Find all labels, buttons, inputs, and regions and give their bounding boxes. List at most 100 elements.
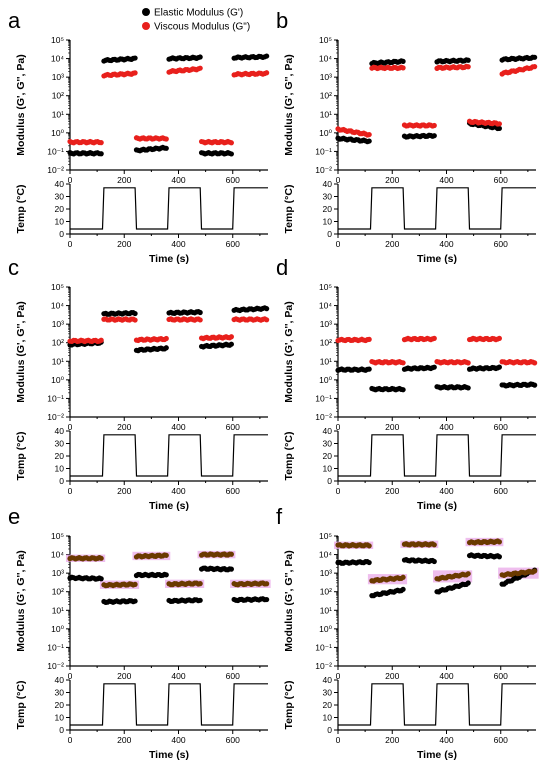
x-axis-title: Time (s): [149, 253, 189, 265]
modulus-x-tick-label: 600: [494, 671, 508, 681]
viscous-point: [431, 122, 437, 129]
modulus-x-tick-label: 200: [117, 671, 131, 681]
elastic-point: [228, 151, 234, 157]
viscous-point: [532, 568, 538, 574]
temp-y-tick-label: 30: [55, 688, 65, 698]
modulus-y-tick-label: 10³: [320, 319, 332, 329]
viscous-point: [197, 580, 203, 587]
temp-y-tick-label: 30: [323, 439, 333, 449]
temp-x-tick-label: 400: [439, 486, 453, 496]
temp-y-tick-label: 40: [323, 675, 333, 685]
elastic-point: [496, 125, 502, 132]
elastic-point: [132, 55, 138, 61]
viscous-point: [228, 140, 234, 146]
viscous-point: [431, 335, 437, 341]
x-axis-title: Time (s): [149, 749, 189, 761]
panel-letter: b: [276, 8, 288, 33]
viscous-point: [98, 337, 104, 343]
elastic-point: [366, 559, 372, 566]
temp-y-tick-label: 40: [55, 675, 65, 685]
viscous-point: [98, 555, 104, 561]
modulus-y-tick-label: 10²: [320, 91, 332, 101]
modulus-x-tick-label: 200: [385, 671, 399, 681]
temperature-line: [70, 683, 268, 726]
modulus-y-axis-title: Modulus (G', G'', Pa): [15, 550, 27, 651]
modulus-y-tick-label: 10²: [320, 587, 332, 597]
elastic-point: [98, 151, 104, 157]
modulus-x-tick-label: 400: [439, 422, 453, 432]
elastic-series: [67, 53, 270, 157]
legend-elastic-marker: [142, 8, 150, 16]
elastic-point: [465, 580, 471, 586]
temp-y-tick-label: 10: [323, 217, 333, 227]
temp-x-tick-label: 0: [68, 486, 73, 496]
modulus-y-tick-label: 10⁴: [319, 301, 332, 311]
modulus-x-tick-label: 400: [439, 671, 453, 681]
modulus-y-tick-label: 10⁰: [319, 624, 332, 634]
elastic-point: [197, 597, 203, 603]
temp-x-tick-label: 200: [385, 239, 399, 249]
temp-y-tick-label: 0: [327, 725, 332, 735]
elastic-series: [335, 552, 538, 599]
elastic-point: [264, 306, 270, 312]
viscous-point: [496, 539, 502, 545]
elastic-series: [67, 305, 270, 354]
modulus-y-tick-label: 10²: [320, 338, 332, 348]
modulus-x-tick-label: 400: [439, 175, 453, 185]
modulus-y-tick-label: 10⁻¹: [315, 146, 332, 156]
viscous-series: [67, 316, 270, 345]
modulus-y-tick-label: 10³: [52, 319, 64, 329]
elastic-point: [197, 54, 203, 60]
temp-x-tick-label: 200: [117, 239, 131, 249]
temp-y-tick-label: 0: [327, 476, 332, 486]
modulus-x-tick-label: 0: [68, 671, 73, 681]
elastic-point: [264, 53, 270, 59]
modulus-y-tick-label: 10⁵: [319, 35, 332, 45]
modulus-y-tick-label: 10⁴: [51, 550, 64, 560]
modulus-x-tick-label: 400: [171, 175, 185, 185]
modulus-x-tick-label: 0: [336, 422, 341, 432]
modulus-y-tick-label: 10⁰: [319, 375, 332, 385]
elastic-point: [264, 596, 270, 603]
elastic-point: [163, 145, 169, 151]
temp-y-tick-label: 20: [55, 204, 65, 214]
modulus-y-tick-label: 10³: [52, 568, 64, 578]
viscous-series: [67, 65, 270, 146]
modulus-y-tick-label: 10⁵: [51, 35, 64, 45]
elastic-point: [400, 586, 406, 592]
temp-y-tick-label: 20: [55, 700, 65, 710]
temp-y-tick-label: 20: [323, 700, 333, 710]
elastic-point: [228, 566, 234, 572]
modulus-y-axis-title: Modulus (G', G'', Pa): [15, 301, 27, 402]
temp-x-tick-label: 400: [171, 486, 185, 496]
modulus-y-axis-title: Modulus (G', G'', Pa): [15, 54, 27, 155]
elastic-point: [163, 345, 169, 351]
viscous-point: [197, 65, 203, 71]
temp-y-tick-label: 10: [323, 464, 333, 474]
viscous-point: [132, 70, 138, 76]
elastic-series: [335, 54, 538, 145]
modulus-y-tick-label: 10⁰: [319, 128, 332, 138]
temp-x-tick-label: 600: [226, 239, 240, 249]
modulus-y-tick-label: 10⁰: [51, 128, 64, 138]
temp-y-tick-label: 0: [59, 725, 64, 735]
modulus-y-axis-title: Modulus (G', G'', Pa): [283, 54, 295, 155]
modulus-x-tick-label: 0: [68, 422, 73, 432]
viscous-point: [163, 552, 169, 558]
viscous-point: [496, 121, 502, 127]
viscous-point: [264, 317, 270, 323]
modulus-y-tick-label: 10¹: [320, 109, 332, 119]
modulus-y-tick-label: 10¹: [52, 109, 64, 119]
modulus-y-tick-label: 10⁵: [51, 531, 64, 541]
viscous-point: [264, 70, 270, 76]
viscous-point: [532, 360, 538, 366]
legend-viscous-label: Viscous Modulus (G"): [154, 22, 250, 33]
temp-x-tick-label: 600: [494, 735, 508, 745]
temp-y-tick-label: 40: [323, 426, 333, 436]
modulus-x-tick-label: 600: [494, 422, 508, 432]
temp-y-axis-title: Temp (°C): [15, 185, 27, 234]
modulus-y-tick-label: 10⁻¹: [47, 393, 64, 403]
viscous-point: [228, 334, 234, 340]
